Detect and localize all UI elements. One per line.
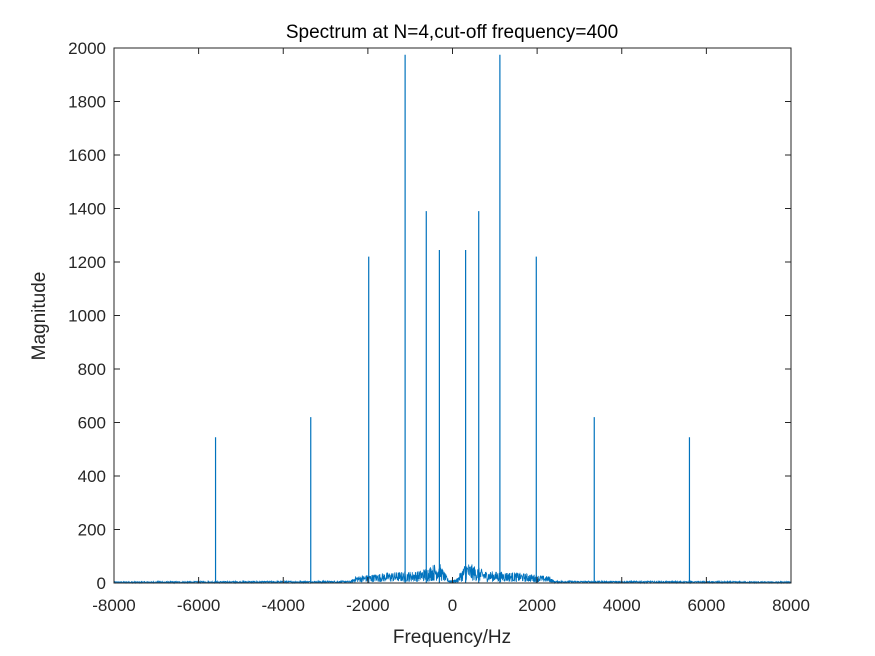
x-tick-label: 2000 [518, 596, 556, 615]
x-tick-label: 0 [448, 596, 457, 615]
y-axis-label: Magnitude [29, 272, 50, 361]
y-tick-label: 600 [78, 414, 106, 433]
y-tick-label: 1600 [68, 146, 106, 165]
x-tick-label: 4000 [603, 596, 641, 615]
x-tick-label: -8000 [92, 596, 135, 615]
x-tick-label: 6000 [687, 596, 725, 615]
x-axis-label: Frequency/Hz [393, 627, 511, 648]
plot-area [114, 48, 791, 583]
y-tick-label: 400 [78, 467, 106, 486]
y-tick-label: 1000 [68, 307, 106, 326]
y-axis-ticks: 0 200 400 600 800 1000 1200 1400 1600 1800 2000 [68, 39, 791, 593]
y-tick-label: 2000 [68, 39, 106, 58]
x-tick-label: -6000 [177, 596, 220, 615]
x-axis-ticks: -8000 -6000 -4000 -2000 0 2000 4000 6000 8000 [92, 48, 810, 615]
chart-title: Spectrum at N=4,cut-off frequency=400 [286, 22, 618, 43]
y-tick-label: 0 [97, 574, 106, 593]
spectrum-series [113, 54, 792, 585]
y-tick-label: 200 [78, 521, 106, 540]
x-tick-label: -4000 [262, 596, 305, 615]
x-tick-label: 8000 [772, 596, 810, 615]
y-tick-label: 1800 [68, 93, 106, 112]
y-tick-label: 1200 [68, 253, 106, 272]
x-tick-label: -2000 [346, 596, 389, 615]
y-tick-label: 1400 [68, 200, 106, 219]
y-tick-label: 800 [78, 360, 106, 379]
